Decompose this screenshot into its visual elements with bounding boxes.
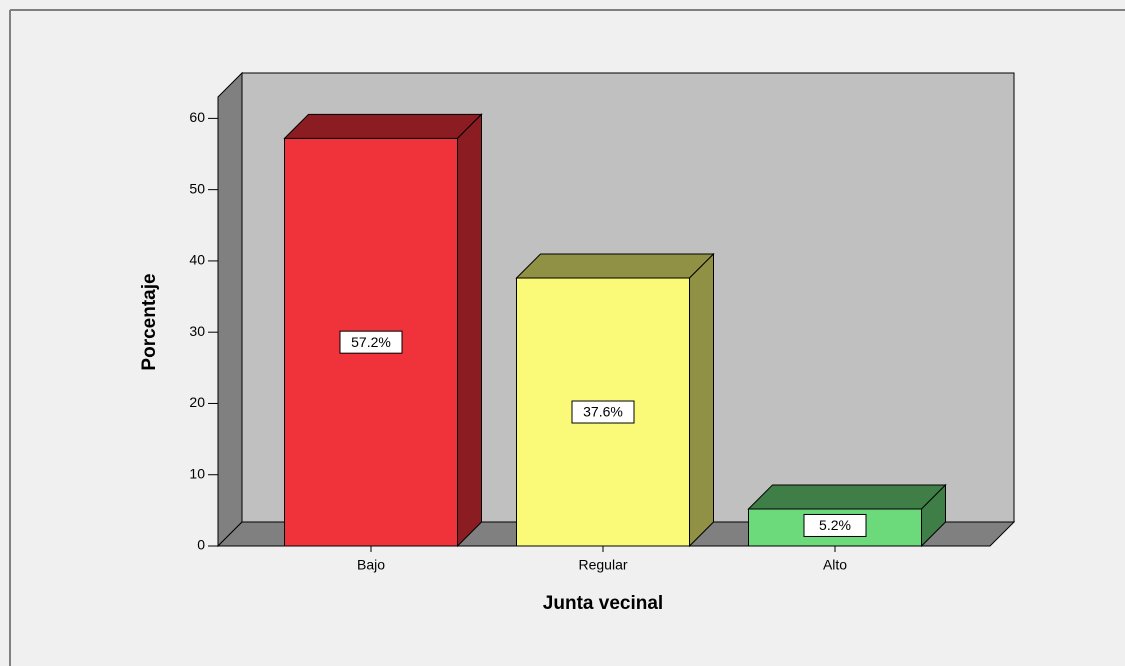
bar-side (457, 113, 482, 548)
value-label: 37.6% (583, 404, 623, 420)
y-tick-label: 10 (189, 465, 205, 481)
y-tick-label: 60 (189, 109, 205, 125)
value-label-box (571, 400, 635, 424)
x-tick-label: Regular (578, 557, 627, 573)
bar-top (515, 253, 715, 279)
value-label-box (803, 513, 867, 537)
x-tick-label: Bajo (357, 557, 385, 573)
y-tick-label: 50 (189, 180, 205, 196)
x-tick-label: Alto (823, 557, 847, 573)
bar-side (689, 252, 714, 548)
value-label: 5.2% (819, 517, 851, 533)
bar-side (921, 483, 946, 548)
y-tick-label: 20 (189, 394, 205, 410)
y-tick-label: 30 (189, 323, 205, 339)
value-label: 57.2% (351, 334, 391, 350)
bar-top (283, 113, 483, 139)
side-wall (217, 71, 243, 548)
y-tick-label: 0 (197, 537, 205, 553)
y-axis-label: Porcentaje (139, 273, 160, 370)
y-tick-label: 40 (189, 252, 205, 268)
x-axis-label: Junta vecinal (543, 593, 663, 614)
value-label-box (339, 330, 403, 354)
bar-top (747, 484, 947, 510)
